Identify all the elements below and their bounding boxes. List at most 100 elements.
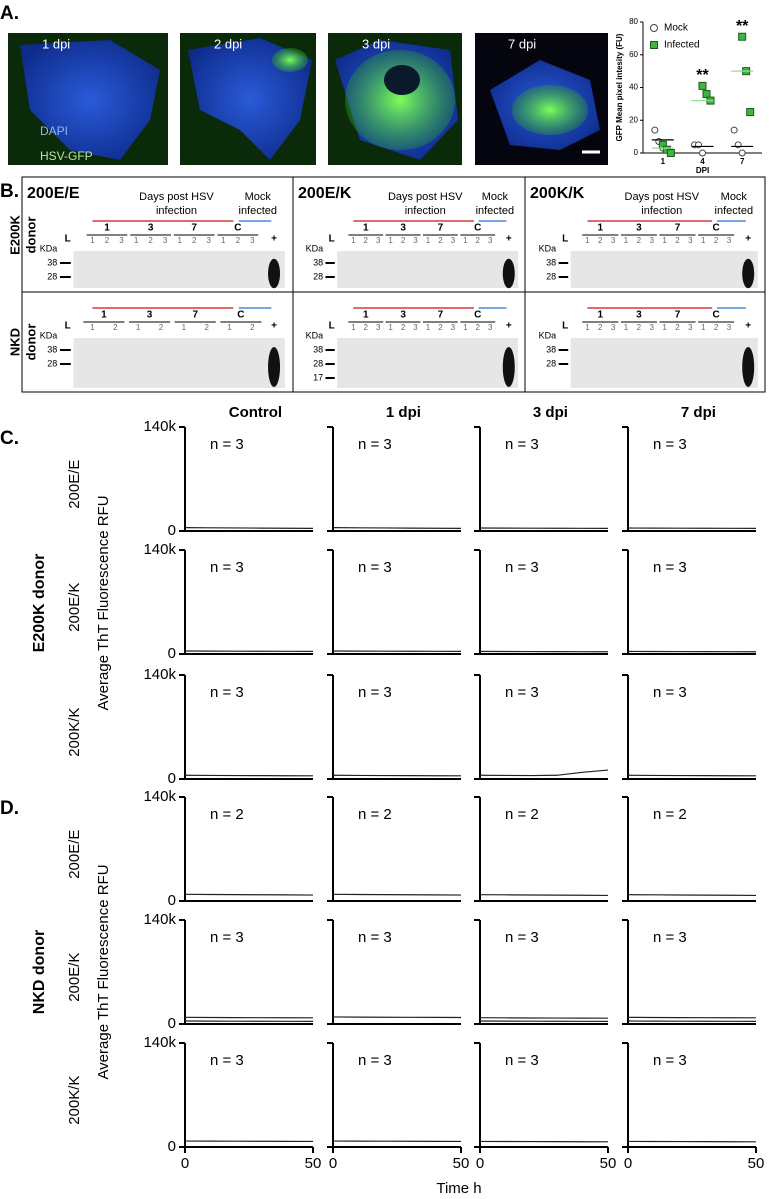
y-tick-label: 0 [168, 770, 176, 787]
group-label: 7 [191, 223, 197, 234]
line-chart: n = 3 [474, 549, 609, 655]
n-label: n = 2 [210, 806, 244, 823]
n-label: n = 2 [653, 806, 687, 823]
lane-label: 2 [598, 236, 603, 245]
marker-label: 38 [313, 257, 323, 267]
positive-label: + [271, 321, 277, 332]
series-line [479, 894, 609, 897]
x-tick-label: 0 [476, 1155, 484, 1172]
n-label: n = 2 [505, 806, 539, 823]
lane-label: 3 [611, 323, 616, 332]
lane-label: 3 [488, 323, 493, 332]
group-label: 3 [636, 310, 642, 321]
y-tick-label: 0 [634, 148, 639, 157]
legend-marker [650, 24, 658, 32]
band [502, 347, 515, 387]
point [702, 90, 711, 99]
group-label: C [713, 223, 720, 234]
n-label: n = 3 [210, 1052, 244, 1069]
row-label: NKD [7, 328, 22, 356]
lane-label: 2 [159, 323, 164, 332]
x-tick-label: 0 [181, 1155, 189, 1172]
n-label: n = 3 [358, 559, 392, 576]
point [699, 149, 706, 157]
group-label: 1 [104, 223, 110, 234]
blot [73, 338, 285, 388]
lane-label: 3 [250, 236, 255, 245]
micrographs [8, 33, 608, 165]
blot [337, 338, 519, 388]
n-label: n = 3 [653, 684, 687, 701]
line-chart: n = 3 [327, 919, 462, 1025]
lane-label: 2 [637, 323, 642, 332]
y-tick-label: 0 [168, 1138, 176, 1155]
marker-label: 38 [313, 344, 323, 354]
y-tick-label: 0 [168, 1015, 176, 1032]
series-line [479, 1017, 609, 1019]
band [742, 347, 755, 387]
lane-label: 2 [675, 236, 680, 245]
lane-label: 2 [675, 323, 680, 332]
n-label: n = 3 [653, 1052, 687, 1069]
lane-label: 2 [113, 323, 118, 332]
x-tick-label: 50 [305, 1155, 322, 1172]
lane-label: 2 [598, 323, 603, 332]
y-tick-label: 40 [629, 83, 638, 92]
point [651, 126, 659, 134]
n-label: n = 3 [210, 436, 244, 453]
group-label: C [474, 310, 481, 321]
lane-label: 3 [119, 236, 124, 245]
kda-label: KDa [40, 330, 58, 340]
y-tick-label: 80 [629, 17, 638, 26]
marker-label: 38 [546, 257, 556, 267]
marker-label: 28 [546, 271, 556, 281]
lane-label: 2 [250, 323, 255, 332]
marker-label: 28 [313, 271, 323, 281]
line-chart: 0 140k 0 50 n = 3 [143, 1034, 321, 1172]
line-chart: 0 140k n = 3 [143, 666, 314, 787]
x-tick-label: 1 [661, 157, 666, 166]
series-line [184, 893, 314, 896]
lane-label: 1 [585, 236, 590, 245]
series-line [184, 1016, 314, 1019]
line-chart: n = 3 [622, 919, 757, 1025]
group-label: C [713, 310, 720, 321]
n-label: n = 3 [505, 1052, 539, 1069]
lane-label: 1 [585, 323, 590, 332]
line-chart: n = 3 [622, 426, 757, 532]
column-title: 7 dpi [681, 404, 716, 421]
y-tick-label: 20 [629, 115, 638, 124]
line-chart: 0 140k n = 2 [143, 788, 314, 909]
lane-label: 3 [727, 236, 732, 245]
lane-label: 3 [413, 323, 418, 332]
lane-label: 2 [236, 236, 241, 245]
lane-label: 2 [476, 323, 481, 332]
y-tick-label: 140k [143, 911, 176, 928]
line-chart: 0 140k n = 3 [143, 911, 314, 1032]
blot-header: Days post HSV [139, 191, 214, 203]
blot-header: Days post HSV [388, 191, 463, 203]
lane-label: 1 [624, 236, 629, 245]
x-tick-label: 0 [624, 1155, 632, 1172]
n-label: n = 3 [210, 559, 244, 576]
row-label: E200K [7, 215, 22, 255]
series-line [332, 1016, 462, 1019]
y-tick-label: 0 [168, 522, 176, 539]
lane-label: 1 [90, 323, 95, 332]
blot-header: infection [405, 205, 446, 217]
image-label: 3 dpi [362, 36, 390, 51]
lane-label: 1 [662, 236, 667, 245]
blot-header: Days post HSV [625, 191, 700, 203]
n-label: n = 3 [505, 436, 539, 453]
lane-label: 1 [463, 236, 468, 245]
stain-label: DAPI [40, 124, 68, 138]
x-tick-label: 7 [740, 157, 745, 166]
column-title: 200K/K [530, 185, 585, 202]
marker-label: 17 [313, 372, 323, 382]
blot-header: infected [476, 205, 515, 217]
n-label: n = 3 [358, 1052, 392, 1069]
column-title: 3 dpi [533, 404, 568, 421]
lane-label: 3 [451, 323, 456, 332]
lane-label: 1 [426, 323, 431, 332]
lane-label: 3 [163, 236, 168, 245]
